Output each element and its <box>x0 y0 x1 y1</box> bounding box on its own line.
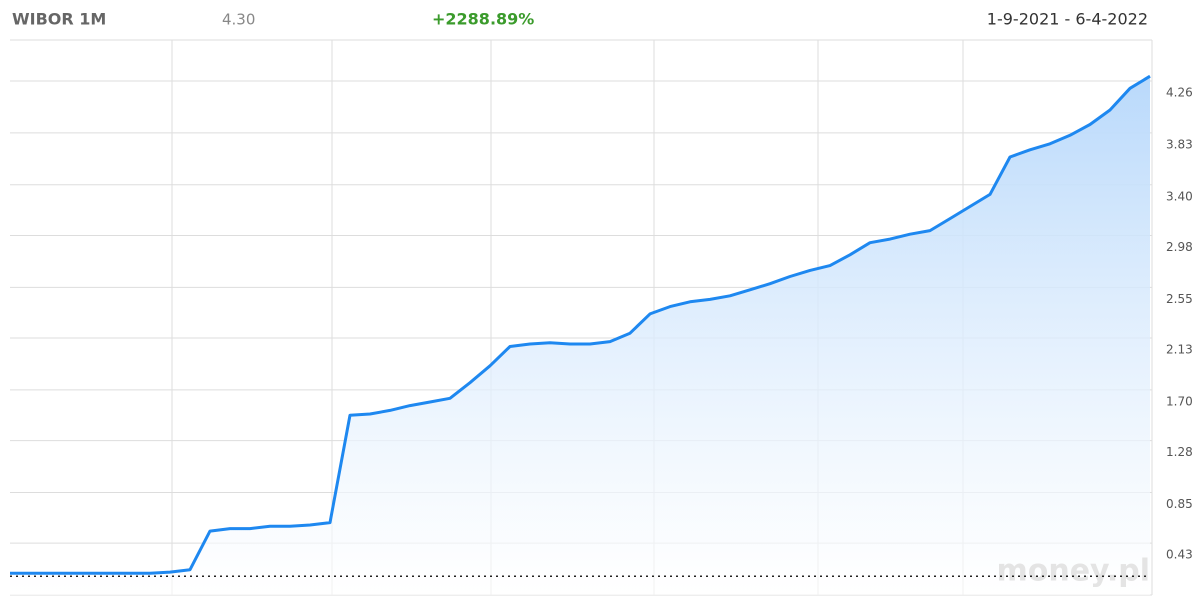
date-range: 1-9-2021 - 6-4-2022 <box>987 10 1148 29</box>
y-tick-label: 3.40 <box>1166 189 1193 203</box>
last-value: 4.30 <box>222 11 255 29</box>
y-tick-label: 1.70 <box>1166 394 1193 408</box>
line <box>10 74 1151 575</box>
chart-title: WIBOR 1M <box>12 10 106 29</box>
y-tick-label: 2.55 <box>1166 292 1193 306</box>
y-tick-label: 0.85 <box>1166 497 1193 511</box>
y-tick-label: 0.43 <box>1166 548 1193 562</box>
y-tick-label: 2.98 <box>1166 240 1193 254</box>
change: +2288.89% <box>432 10 534 29</box>
watermark: money.pl <box>996 554 1150 589</box>
y-tick-label: 1.28 <box>1166 445 1193 459</box>
y-tick-label: 2.13 <box>1166 343 1193 357</box>
y-tick-label: 4.26 <box>1166 86 1193 100</box>
area <box>10 76 1150 595</box>
y-tick-label: 3.83 <box>1166 137 1193 151</box>
